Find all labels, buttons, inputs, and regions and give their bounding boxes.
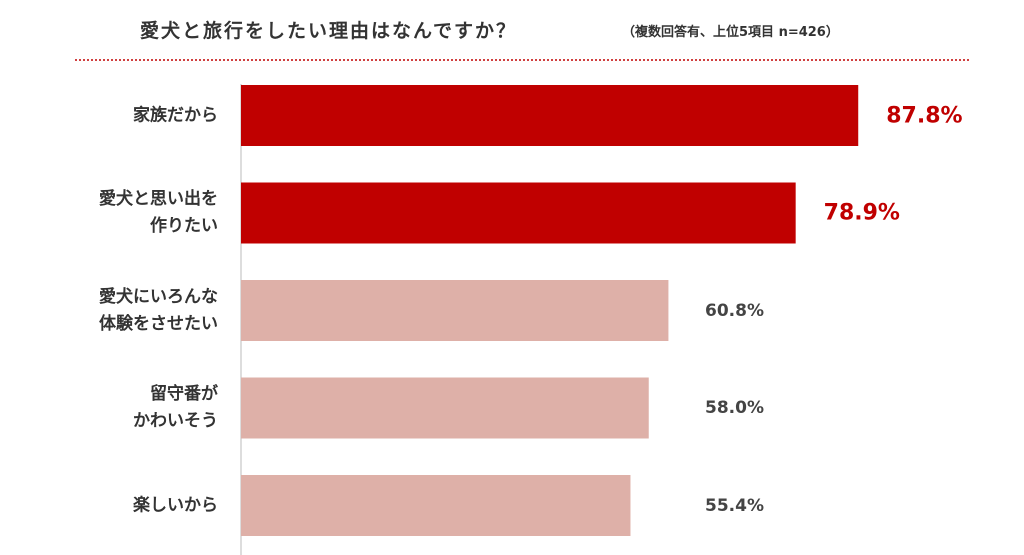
bar bbox=[241, 280, 669, 341]
category-label: 愛犬と思い出を 作りたい bbox=[99, 189, 218, 236]
category-label: 家族だから bbox=[133, 105, 218, 125]
chart-subtitle: （複数回答有、上位5項目 n=426） bbox=[622, 25, 839, 40]
value-label: 60.8% bbox=[705, 300, 764, 321]
category-label: 留守番が かわいそう bbox=[133, 384, 218, 431]
bar bbox=[241, 475, 631, 536]
category-label: 愛犬にいろんな 体験をさせたい bbox=[99, 286, 218, 334]
value-label: 55.4% bbox=[705, 495, 764, 516]
bar bbox=[241, 182, 796, 244]
value-label: 78.9% bbox=[823, 200, 900, 226]
bar bbox=[241, 85, 859, 146]
chart-title: 愛犬と旅行をしたい理由はなんですか？ bbox=[140, 20, 518, 42]
value-label: 58.0% bbox=[705, 398, 764, 418]
category-label: 楽しいから bbox=[133, 495, 218, 515]
value-label: 87.8% bbox=[886, 103, 963, 128]
bar bbox=[241, 377, 649, 439]
